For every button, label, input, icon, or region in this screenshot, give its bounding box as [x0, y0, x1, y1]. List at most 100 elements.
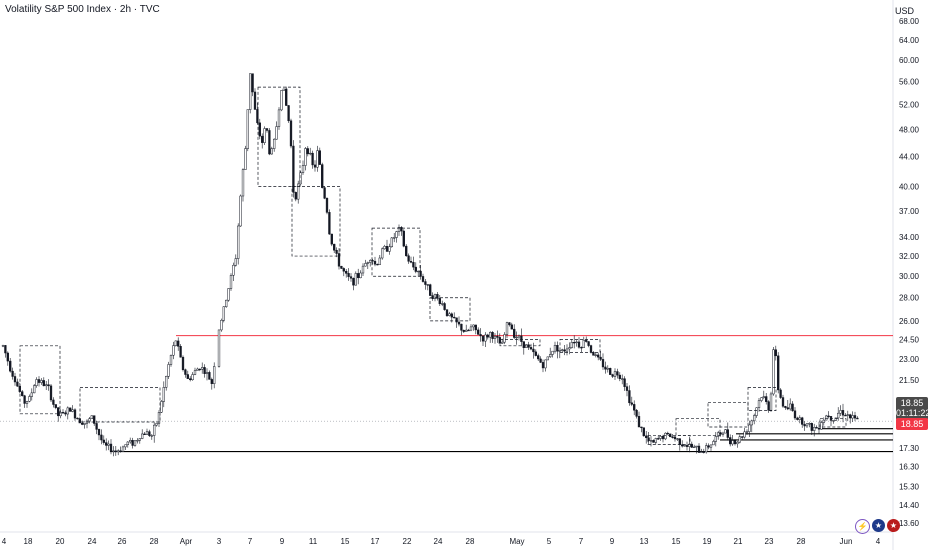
candle-body [477, 329, 480, 335]
candle-body [623, 378, 626, 387]
us-flag-icon[interactable]: ★ [872, 519, 885, 532]
candle-body [294, 192, 297, 200]
candle-body [589, 345, 593, 353]
candle-body [40, 380, 43, 383]
candle-body [160, 401, 163, 413]
candle-body [301, 165, 305, 173]
candle-body [145, 431, 149, 435]
candle-body [481, 335, 485, 342]
x-tick-label: 20 [56, 537, 65, 546]
candle-body [678, 438, 681, 445]
candle-body [318, 150, 321, 165]
candle-body [429, 284, 432, 296]
candle-body [417, 270, 420, 273]
candle-body [69, 407, 72, 412]
candle-body [616, 371, 619, 376]
candle-body [805, 423, 809, 427]
candle-body [609, 367, 612, 375]
candle-body [457, 321, 461, 325]
candle-body [172, 345, 175, 356]
dashed-range-box [707, 402, 749, 428]
candle-body [743, 431, 746, 438]
candle-body [213, 366, 216, 384]
x-tick-label: 22 [403, 537, 412, 546]
candle-body [186, 374, 189, 379]
dashed-range-box [19, 345, 61, 415]
last-price-value: 18.85 [900, 398, 924, 408]
candle-body [508, 322, 511, 326]
x-tick-label: 3 [217, 537, 222, 546]
candle-body [825, 415, 828, 421]
candle-body [587, 341, 590, 346]
candle-body [837, 412, 840, 419]
candle-body [220, 320, 223, 331]
us-flag-icon[interactable]: ★ [887, 519, 900, 532]
candle-body [193, 370, 197, 375]
candle-body [90, 415, 93, 420]
candle-body [798, 417, 801, 420]
candle-body [618, 374, 621, 379]
candle-body [484, 334, 487, 342]
candle-body [613, 371, 617, 377]
dashed-range-box [819, 418, 847, 428]
candle-body [237, 225, 240, 259]
candle-body [750, 420, 753, 426]
candle-body [532, 348, 535, 353]
y-tick-label: 21.50 [899, 376, 920, 385]
candle-body [337, 253, 341, 267]
candle-body [630, 402, 633, 405]
candle-body [9, 360, 12, 372]
y-tick-label: 14.40 [899, 501, 920, 510]
x-tick-label: 15 [341, 537, 350, 546]
candle-body [813, 427, 816, 431]
candle-body [11, 370, 14, 377]
candle-body [702, 451, 705, 453]
candle-body [726, 429, 729, 438]
candle-body [35, 379, 38, 386]
candle-body [323, 187, 326, 199]
candle-body [433, 294, 437, 300]
candle-body [760, 397, 763, 401]
candle-body [23, 395, 26, 404]
candle-body [268, 130, 271, 155]
candle-body [409, 261, 413, 263]
x-tick-label: 9 [610, 537, 615, 546]
candle-body [834, 417, 837, 421]
lightning-icon[interactable]: ⚡ [855, 519, 870, 534]
candle-body [258, 122, 261, 137]
dashed-range-box [675, 418, 721, 436]
candle-body [261, 135, 264, 143]
candle-body [513, 328, 516, 338]
symbol-icons: ⚡ ★ ★ [855, 519, 900, 534]
candle-body [551, 350, 554, 355]
y-tick-label: 30.00 [899, 272, 920, 281]
x-tick-label: 11 [309, 537, 318, 546]
candle-body [227, 288, 230, 301]
candle-body [364, 263, 367, 267]
candle-body [124, 444, 127, 448]
candle-body [635, 409, 638, 417]
candle-body [381, 248, 384, 259]
candle-body [582, 339, 585, 348]
y-tick-label: 56.00 [899, 78, 920, 87]
x-tick-label: 7 [579, 537, 584, 546]
last-price-badge: 18.85 01:11:22 [896, 397, 930, 420]
x-tick-label: 26 [118, 537, 127, 546]
x-tick-label: 19 [703, 537, 712, 546]
candle-body [817, 427, 821, 430]
candle-body [21, 391, 24, 396]
y-tick-label: 15.30 [899, 482, 920, 491]
candle-body [808, 423, 811, 425]
candle-body [753, 415, 756, 422]
candle-body [445, 309, 449, 316]
candle-body [225, 299, 228, 308]
candle-body [741, 436, 744, 438]
candle-body [405, 245, 408, 257]
candle-body [793, 410, 797, 419]
candle-body [141, 433, 144, 439]
candle-body [169, 354, 173, 365]
x-tick-label: 28 [797, 537, 806, 546]
candle-body [474, 324, 477, 331]
x-tick-label: May [509, 537, 524, 546]
